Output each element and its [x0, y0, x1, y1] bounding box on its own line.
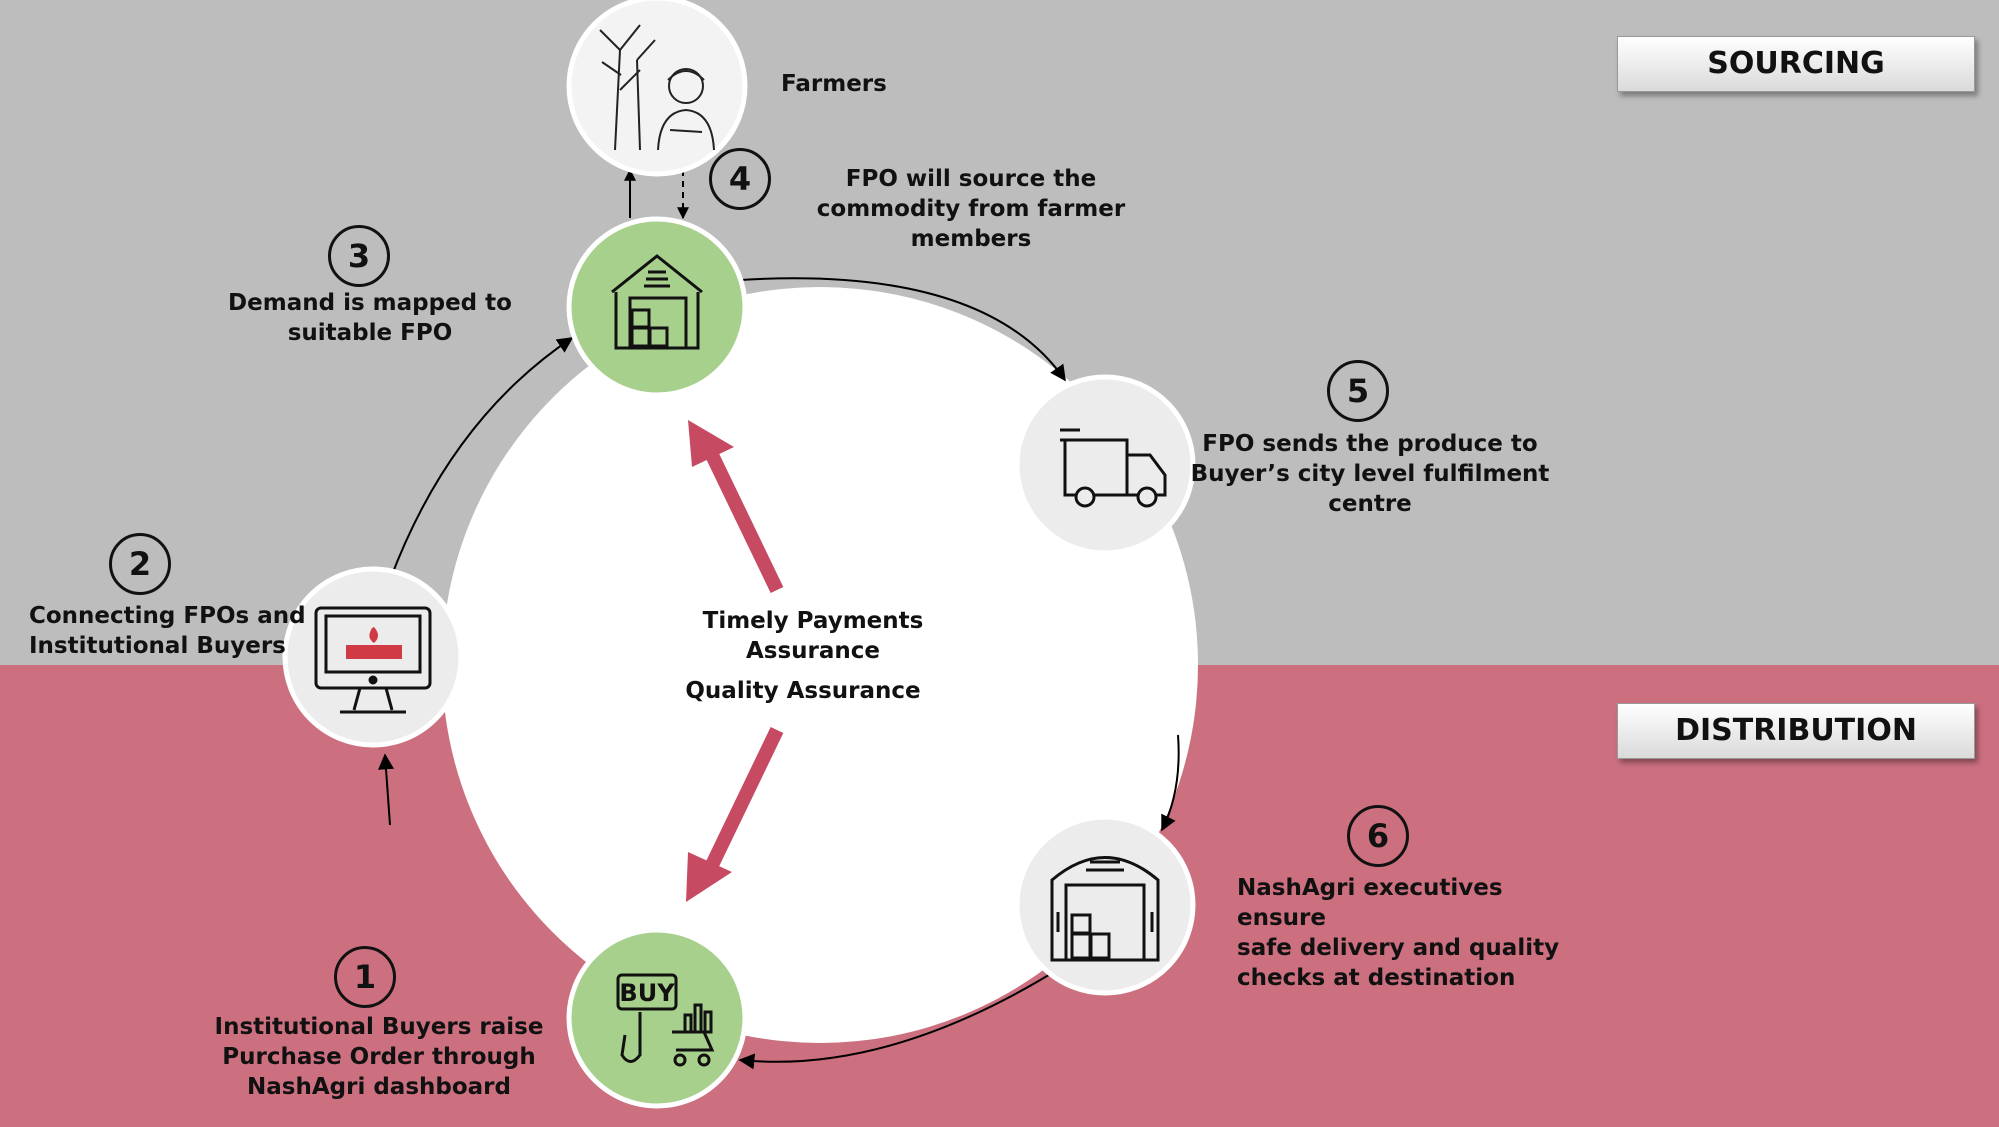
- distribution-label: DISTRIBUTION: [1617, 703, 1975, 759]
- fpo-node: [566, 216, 748, 398]
- step-6-text: NashAgri executives ensure safe delivery…: [1237, 875, 1560, 991]
- step-6-number: 6: [1347, 805, 1409, 867]
- step-5-text: FPO sends the produce to Buyer’s city le…: [1190, 431, 1550, 517]
- truck-node: [1014, 374, 1196, 556]
- process-cycle-circle: [442, 287, 1198, 1043]
- nash-agri-logo: [346, 645, 402, 659]
- quality-assurance-label: Quality Assurance: [685, 678, 921, 704]
- farmers-label: Farmers: [781, 71, 887, 97]
- fulfilment-centre-icon: [1050, 856, 1160, 962]
- fulfilment-node: [1014, 814, 1196, 996]
- step-3-number: 3: [328, 225, 390, 287]
- farmers-node: [566, 0, 748, 177]
- step-4-number: 4: [709, 148, 771, 210]
- step-2-number: 2: [109, 533, 171, 595]
- farmer-icon: [599, 24, 715, 151]
- center-arrow-down: [686, 726, 784, 902]
- step-4-text: FPO will source the commodity from farme…: [816, 166, 1126, 252]
- step-2-text: Connecting FPOs and Institutional Buyers: [29, 603, 306, 659]
- computer-monitor-icon: [314, 606, 432, 714]
- arrow-step6-to-step1: [738, 964, 1066, 1070]
- center-arrow-up: [688, 420, 784, 594]
- arrow-step2-to-step3: [389, 337, 574, 581]
- buy-icon-text: BUY: [619, 979, 675, 1007]
- arrow-step1-to-step2: [378, 753, 395, 826]
- arrow-step3-to-step5: [739, 277, 1066, 382]
- buy-node: [566, 927, 748, 1109]
- sourcing-label: SOURCING: [1617, 36, 1975, 92]
- delivery-truck-icon: [1060, 428, 1167, 508]
- step-3-text: Demand is mapped to suitable FPO: [228, 290, 512, 346]
- step-1-number: 1: [334, 946, 396, 1008]
- step-5-number: 5: [1327, 360, 1389, 422]
- arrow-step5-to-step6: [1161, 734, 1180, 832]
- warehouse-icon: [611, 254, 703, 350]
- step-1-text: Institutional Buyers raise Purchase Orde…: [214, 1014, 544, 1100]
- timely-payments-label: Timely Payments Assurance: [702, 608, 924, 664]
- buy-cart-icon: [616, 973, 715, 1067]
- logo-flame-mark: [369, 627, 378, 643]
- computer-node: [282, 566, 464, 748]
